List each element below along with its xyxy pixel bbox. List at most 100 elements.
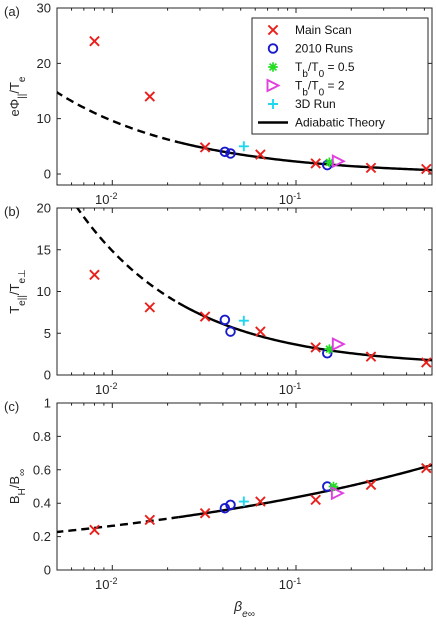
data-point [324, 157, 335, 168]
y-tick-label: 0.6 [33, 462, 51, 477]
legend-entry: Adiabatic Theory [258, 116, 385, 130]
data-point [331, 154, 346, 169]
data-point [199, 507, 211, 519]
legend-label: Tb/T0 = 2 [295, 79, 345, 99]
x-axis-label: βe∞ [233, 598, 255, 620]
theory-dashed-segment [57, 90, 179, 144]
theory-dashed-segment [75, 208, 179, 304]
series-tb-t0-0-5 [324, 344, 335, 354]
y-tick-label: 20 [37, 201, 51, 216]
series-main-scan [89, 269, 432, 368]
data-point [144, 514, 156, 526]
data-point [219, 314, 231, 326]
data-point [365, 162, 377, 174]
data-point [238, 496, 249, 507]
data-point [225, 148, 236, 159]
series-2010-runs [219, 481, 333, 514]
theory-solid-segment [178, 463, 432, 519]
theory-solid-segment [177, 141, 432, 172]
panel-label: (a) [4, 4, 20, 19]
legend-marker [268, 99, 278, 109]
panel-a: 0 10 20 30 10-2 10-1 (a) eΦ||/Te Main Scan 2010 R… [4, 1, 433, 207]
legend-marker [268, 62, 278, 72]
legend-entry: Main Scan [267, 23, 352, 37]
legend-label: Main Scan [295, 23, 352, 37]
data-point [89, 269, 100, 281]
legend-entry: Tb/T0 = 2 [266, 78, 345, 99]
x-tick-label: 10-2 [95, 191, 117, 207]
data-point [421, 357, 432, 368]
data-point [144, 302, 156, 313]
data-point [255, 326, 266, 337]
legend-label: 3D Run [295, 97, 336, 111]
data-point [225, 499, 236, 511]
data-point [331, 337, 346, 352]
y-tick-label: 0.8 [33, 429, 51, 444]
series-main-scan [89, 35, 432, 175]
y-tick-label: 0 [44, 368, 51, 383]
series-3d-run [238, 496, 249, 507]
data-point [199, 311, 211, 322]
panel-label: (b) [4, 204, 20, 219]
panel-label: (c) [4, 399, 19, 414]
y-tick-label: 20 [37, 56, 51, 71]
data-point [328, 481, 339, 492]
data-point [365, 479, 377, 491]
data-point [365, 351, 377, 362]
x-tick-label: 10-2 [95, 576, 117, 592]
legend-marker [267, 43, 279, 54]
y-axis-label: BH/B∞ [7, 469, 28, 504]
series-3d-run [238, 315, 249, 326]
data-point [255, 496, 266, 507]
y-tick-label: 5 [44, 326, 51, 341]
axes-box [56, 7, 433, 186]
legend-entry: 2010 Runs [267, 42, 353, 56]
data-point [324, 344, 335, 354]
axes-box [56, 402, 433, 571]
legend-entry: 3D Run [268, 97, 336, 111]
y-tick-label: 10 [37, 111, 51, 126]
data-point [310, 342, 321, 353]
data-point [421, 163, 432, 175]
x-tick-label: 10-1 [279, 191, 301, 207]
series-3d-run [238, 141, 249, 152]
data-point [89, 35, 100, 47]
y-tick-label: 0 [44, 166, 51, 181]
legend-marker [267, 24, 279, 36]
y-tick-label: 0 [44, 563, 51, 578]
legend-box [251, 17, 429, 135]
data-point [421, 462, 432, 474]
x-tick-label: 10-1 [279, 576, 301, 592]
y-axis-label: eΦ||/Te [7, 76, 28, 116]
legend-entry: Tb/T0 = 0.5 [268, 60, 355, 80]
legend-marker [266, 78, 281, 93]
y-tick-label: 1 [44, 396, 51, 411]
y-tick-label: 10 [37, 284, 51, 299]
y-tick-label: 0.4 [33, 496, 51, 511]
series-tb-t0-2 [330, 486, 346, 501]
legend-label: 2010 Runs [295, 42, 353, 56]
y-axis-label: Te||/Te⊥ [7, 269, 28, 314]
legend-label: Tb/T0 = 0.5 [295, 60, 355, 80]
series-tb-t0-0-5 [328, 481, 339, 492]
legend-label: Adiabatic Theory [295, 116, 385, 130]
data-point [330, 486, 346, 501]
theory-solid-segment [177, 301, 432, 362]
theory-dashed-segment [57, 516, 179, 534]
legend: Main Scan 2010 Runs Tb/T0 = 0.5Tb/T0 = 23D… [251, 17, 429, 135]
y-tick-label: 15 [37, 242, 51, 257]
series-main-scan [89, 462, 432, 536]
axes-box [56, 207, 433, 376]
series-tb-t0-0-5 [324, 157, 335, 168]
adiabatic-theory-curve [75, 208, 432, 362]
data-point [89, 524, 100, 536]
data-point [225, 326, 236, 337]
data-point [310, 494, 321, 506]
data-point [219, 146, 231, 158]
data-point [199, 142, 211, 153]
data-point [144, 91, 156, 102]
panel-c: 0 0.2 0.4 0.6 0.8 1 10-2 10-1 (c) BH/B∞ βe∞ [4, 396, 433, 620]
y-tick-label: 0.2 [33, 529, 51, 544]
series-tb-t0-2 [331, 337, 346, 352]
